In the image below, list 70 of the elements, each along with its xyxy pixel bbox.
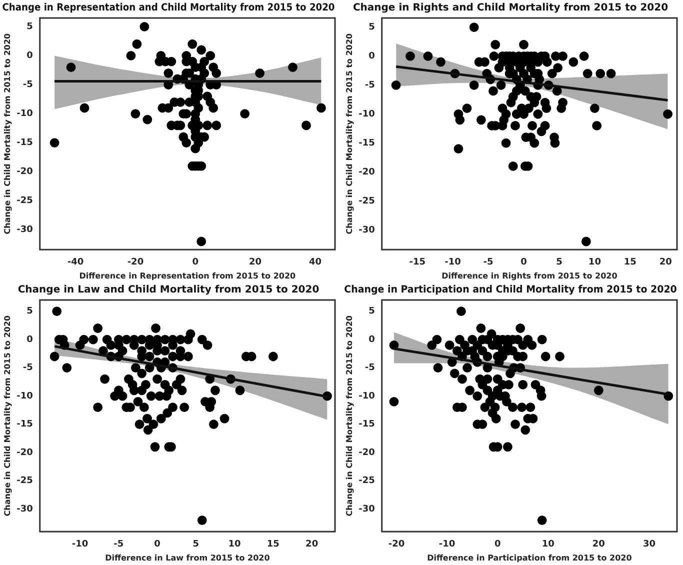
y-tick-label: -5	[364, 363, 375, 374]
x-tick-label: -15	[409, 257, 426, 268]
y-tick-label: -25	[16, 196, 33, 206]
x-tick-label: -10	[444, 257, 461, 268]
x-tick-label: -10	[72, 539, 88, 550]
x-tick-label: 15	[266, 539, 280, 550]
x-tick-label: 40	[308, 257, 322, 268]
x-tick-label: 20	[249, 257, 262, 268]
y-tick-label: 0	[368, 52, 375, 62]
y-tick-label: -20	[16, 167, 33, 178]
chart-title: Change in Representation and Child Mortality from 2015 to 2020	[2, 2, 336, 14]
y-tick-label: 5	[26, 306, 33, 317]
y-tick-label: -15	[16, 138, 33, 148]
x-tick-label: 20	[659, 257, 672, 268]
x-tick-label: -20	[388, 539, 405, 550]
y-tick-label: -20	[16, 448, 33, 458]
y-tick-label: -10	[358, 391, 375, 402]
x-tick-label: -40	[67, 257, 84, 268]
y-axis-title: Change in Child Mortality from 2015 to 2020	[344, 314, 354, 516]
y-tick-label: -10	[16, 391, 33, 402]
x-tick-label: 0	[494, 539, 501, 550]
x-tick-label: -5	[114, 539, 124, 550]
x-tick-label: 15	[624, 257, 636, 268]
y-tick-label: -5	[22, 363, 33, 374]
y-tick-label: -30	[358, 504, 375, 514]
x-tick-label: 10	[228, 539, 241, 550]
y-tick-label: -25	[358, 196, 375, 206]
y-tick-label: 0	[368, 334, 375, 345]
chart-title: Change in Law and Child Mortality from 2015 to 2020	[18, 284, 320, 296]
x-axis-title: Difference in Law from 2015 to 2020	[105, 553, 270, 562]
x-tick-label: -5	[483, 257, 494, 268]
y-tick-label: 5	[26, 22, 33, 32]
y-tick-label: 0	[26, 51, 33, 62]
y-tick-label: -5	[22, 80, 33, 90]
y-tick-label: -30	[16, 504, 33, 514]
y-axis-title: Change in Child Mortality from 2015 to 2020	[344, 32, 354, 234]
x-tick-label: 0	[154, 539, 160, 550]
x-tick-label: 0	[520, 257, 527, 268]
y-tick-label: -25	[16, 476, 33, 486]
x-tick-label: 5	[556, 257, 562, 268]
x-tick-label: -20	[127, 257, 144, 268]
x-tick-label: 20	[306, 539, 318, 550]
y-tick-label: 5	[368, 22, 375, 33]
y-tick-label: -5	[364, 80, 375, 91]
x-tick-label: 20	[592, 539, 605, 550]
x-tick-label: 10	[588, 257, 601, 268]
y-tick-label: -10	[358, 109, 375, 120]
x-tick-label: -10	[438, 539, 456, 550]
x-tick-label: 10	[542, 539, 554, 550]
y-tick-label: -30	[358, 225, 375, 236]
y-tick-label: -20	[358, 167, 375, 178]
x-axis-title: Difference in Rights from 2015 to 2020	[442, 271, 618, 280]
y-tick-label: -20	[358, 448, 375, 458]
y-tick-label: 5	[368, 306, 375, 317]
y-tick-label: -15	[358, 420, 375, 430]
chart-title: Change in Rights and Child Mortality from 2015 to 2020	[352, 2, 668, 14]
y-tick-label: 0	[26, 334, 33, 345]
x-tick-label: 0	[192, 257, 199, 268]
x-tick-label: 5	[192, 539, 200, 550]
y-tick-label: -15	[358, 138, 375, 148]
chart-title: Change in Participation and Child Mortality from 2015 to 2020	[344, 284, 678, 296]
y-tick-label: -15	[16, 420, 33, 430]
y-tick-label: -10	[16, 109, 33, 120]
y-axis-title: Change in Child Mortality from 2015 to 2020	[2, 32, 12, 234]
x-axis-title: Difference in Participation from 2015 to 2020	[427, 553, 632, 562]
y-tick-label: -30	[16, 225, 33, 236]
x-tick-label: 30	[642, 539, 656, 550]
y-tick-label: -25	[358, 476, 375, 486]
y-axis-title: Change in Child Mortality from 2015 to 2020	[2, 314, 12, 516]
x-axis-title: Difference in Representation from 2015 to 2020	[79, 271, 296, 280]
